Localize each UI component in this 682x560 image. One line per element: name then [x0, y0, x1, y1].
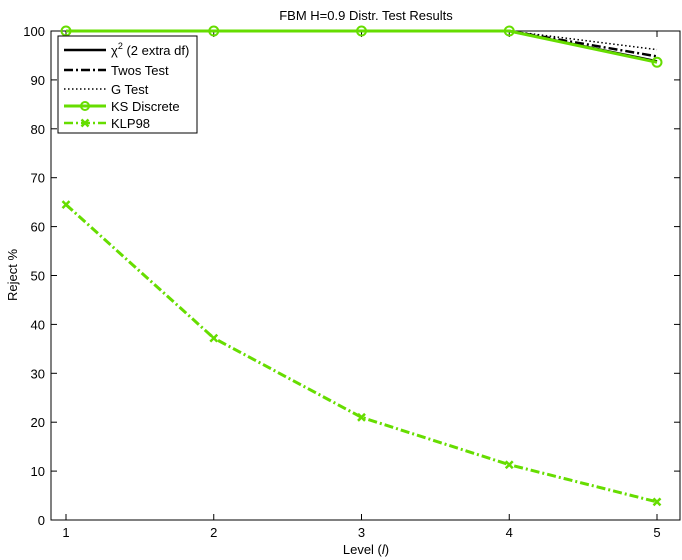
legend-entry-ks-discrete: KS Discrete [64, 99, 180, 114]
x-tick-label: 1 [62, 525, 69, 540]
data-point-klp98 [357, 412, 366, 422]
data-point-klp98 [504, 460, 514, 470]
x-tick-label: 4 [506, 525, 513, 540]
series-line-klp98 [64, 203, 658, 504]
x-axis-label: Level (l) [343, 542, 389, 557]
y-tick-label: 0 [38, 513, 45, 528]
x-tick-label: 2 [210, 525, 217, 540]
data-point-klp98 [652, 497, 662, 507]
legend-marker-klp98 [80, 118, 90, 128]
data-point-klp98 [61, 200, 71, 209]
data-point-klp98 [209, 333, 219, 343]
legend-label-twos-test: Twos Test [111, 63, 169, 78]
legend-entry-g-test: G Test [64, 82, 149, 97]
y-axis-label: Reject % [5, 249, 20, 301]
series-ks-discrete [60, 25, 663, 68]
y-tick-label: 50 [31, 269, 45, 284]
y-tick-label: 70 [31, 171, 45, 186]
legend-box [57, 35, 198, 134]
series-layer [60, 25, 663, 507]
y-tick-label: 20 [31, 415, 45, 430]
y-tick-label: 10 [31, 464, 45, 479]
y-tick-label: 40 [31, 317, 45, 332]
y-axis-ticks: 0 10 20 30 40 50 60 70 80 90 100 [23, 24, 680, 528]
y-tick-label: 100 [23, 24, 45, 39]
data-point-ks-discrete [208, 25, 220, 37]
x-tick-label: 3 [358, 525, 365, 540]
y-tick-label: 30 [31, 366, 45, 381]
legend-label-chi2: χ2 (2 extra df) [111, 41, 189, 58]
data-point-ks-discrete [651, 56, 663, 68]
legend-label-klp98: KLP98 [111, 116, 150, 131]
legend-entry-chi2: χ2 (2 extra df) [64, 41, 189, 58]
legend: χ2 (2 extra df) Twos Test G Test KS Disc… [57, 35, 198, 134]
x-tick-label: 5 [653, 525, 660, 540]
data-point-ks-discrete [356, 25, 367, 37]
legend-label-g-test: G Test [111, 82, 149, 97]
data-point-ks-discrete [503, 25, 515, 37]
y-tick-label: 90 [31, 73, 45, 88]
x-axis-label-main: Level ( [343, 542, 383, 557]
legend-label-ks-discrete: KS Discrete [111, 99, 180, 114]
legend-marker-ks-discrete [80, 101, 90, 111]
chart-title: FBM H=0.9 Distr. Test Results [279, 8, 453, 23]
series-line-g-test [66, 30, 658, 51]
x-axis-label-end: ) [385, 542, 389, 557]
legend-entry-klp98: KLP98 [64, 116, 150, 131]
series-line-ks-discrete [66, 29, 658, 64]
series-g-test [66, 30, 658, 51]
x-axis-label-variable: l [382, 542, 386, 557]
y-tick-label: 80 [31, 122, 45, 137]
legend-entry-twos-test: Twos Test [64, 63, 169, 78]
series-klp98 [61, 200, 662, 507]
y-tick-label: 60 [31, 220, 45, 235]
